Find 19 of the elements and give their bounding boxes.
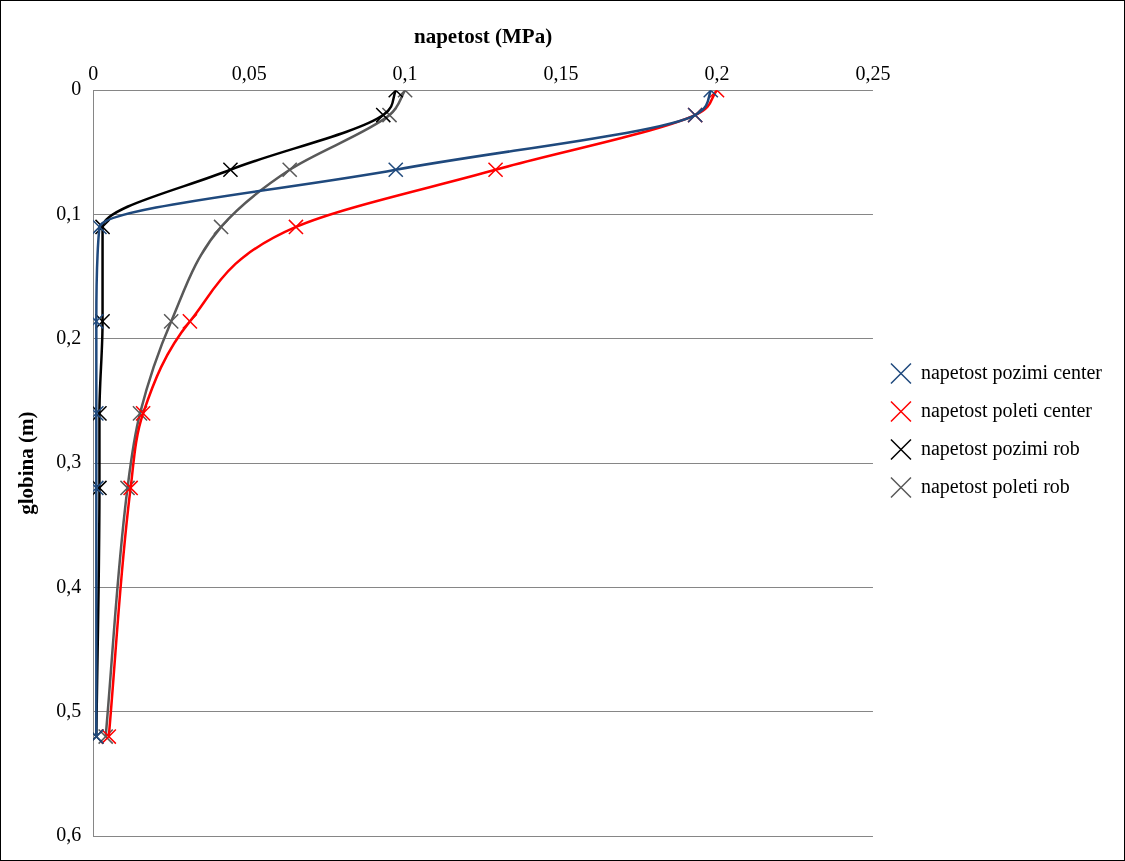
legend-label: napetost poleti center bbox=[920, 398, 1093, 422]
y-tick-label: 0 bbox=[71, 77, 82, 100]
y-tick-label: 0,4 bbox=[56, 574, 82, 597]
x-tick-label: 0,15 bbox=[543, 62, 579, 85]
legend-label: napetost pozimi rob bbox=[920, 436, 1080, 460]
y-tick-label: 0,2 bbox=[56, 326, 82, 349]
x-tick-label: 0,05 bbox=[231, 62, 267, 85]
y-tick-label: 0,6 bbox=[56, 823, 82, 846]
x-tick-label: 0,25 bbox=[855, 62, 891, 85]
x-axis-title: napetost (MPa) bbox=[413, 24, 553, 49]
x-tick-label: 0,1 bbox=[392, 62, 418, 85]
legend-label: napetost poleti rob bbox=[920, 474, 1070, 498]
y-tick-label: 0,1 bbox=[56, 201, 82, 224]
y-axis-title: globina (m) bbox=[14, 411, 39, 515]
y-tick-label: 0,3 bbox=[56, 450, 82, 473]
x-tick-label: 0,2 bbox=[704, 62, 730, 85]
x-tick-label: 0 bbox=[88, 62, 99, 85]
legend-label: napetost pozimi center bbox=[920, 360, 1103, 384]
y-tick-label: 0,5 bbox=[56, 698, 82, 721]
